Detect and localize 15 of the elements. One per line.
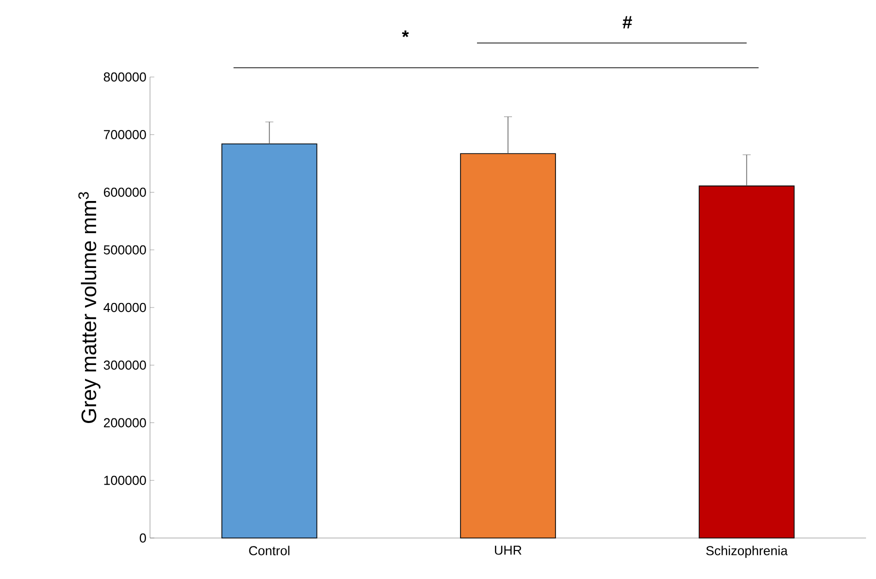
y-tick-label: 800000: [104, 72, 146, 82]
x-tick-label: Schizophrenia: [706, 546, 788, 558]
y-tick-label: 100000: [104, 476, 146, 485]
x-tick-label: UHR: [494, 546, 522, 555]
text: #: [622, 16, 632, 28]
y-tick-label: 0: [140, 533, 146, 543]
y-tick-label: 600000: [104, 188, 146, 197]
y-axis-title: Grey matter volume mm$^{3}$: [78, 192, 100, 423]
text: *: [402, 30, 409, 38]
y-tick-label: 500000: [104, 245, 146, 254]
y-tick-label: 200000: [104, 418, 146, 428]
x-tick-label: Control: [249, 546, 290, 556]
y-tick-label: 400000: [104, 302, 146, 312]
y-tick-label: 300000: [104, 360, 146, 370]
y-tick-label: 700000: [104, 130, 146, 140]
